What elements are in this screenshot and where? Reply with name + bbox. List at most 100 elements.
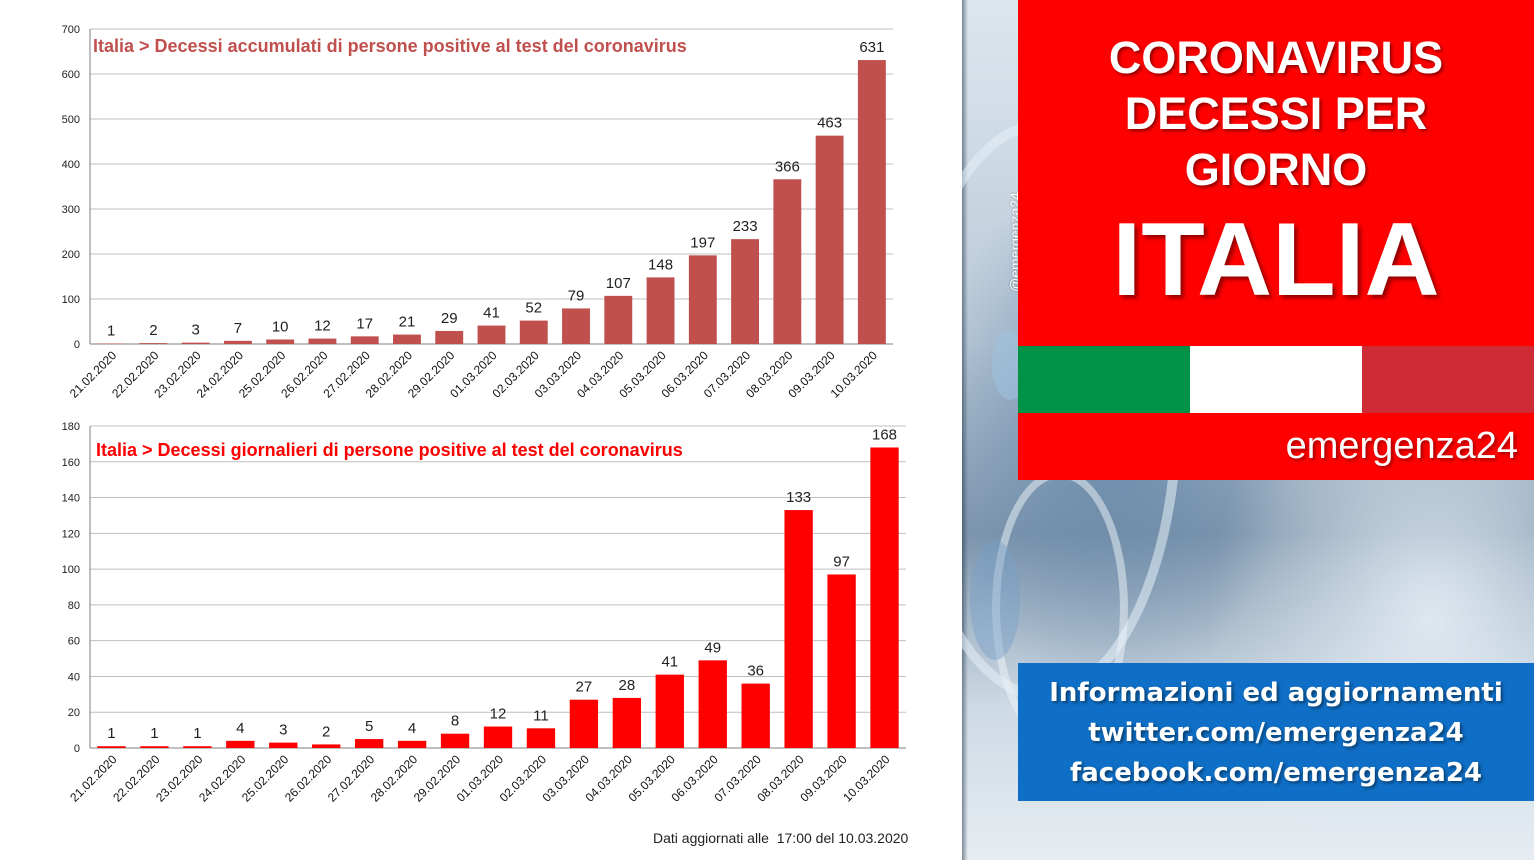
data-label: 3 bbox=[279, 722, 287, 739]
bar bbox=[223, 340, 252, 344]
bar bbox=[698, 660, 727, 748]
bar bbox=[140, 746, 169, 748]
bar bbox=[569, 699, 599, 748]
bar bbox=[266, 339, 295, 344]
data-label: 463 bbox=[817, 115, 842, 132]
bar bbox=[440, 733, 470, 748]
chart-title: Italia > Decessi accumulati di persone p… bbox=[93, 36, 687, 56]
update-footnote: Dati aggiornati alle 17:00 del 10.03.202… bbox=[653, 830, 909, 846]
flag-stripe-white bbox=[1190, 346, 1362, 413]
y-tick-label: 20 bbox=[68, 707, 80, 719]
bar bbox=[139, 343, 168, 344]
bar bbox=[312, 744, 341, 748]
bar bbox=[269, 742, 298, 748]
bar bbox=[604, 295, 633, 344]
bar bbox=[183, 746, 212, 748]
data-label: 41 bbox=[483, 305, 500, 322]
flag-stripe-green bbox=[1018, 346, 1190, 413]
data-label: 3 bbox=[191, 322, 199, 339]
data-label: 2 bbox=[322, 723, 330, 740]
bar bbox=[870, 447, 899, 748]
y-tick-label: 140 bbox=[62, 493, 80, 505]
bar bbox=[350, 336, 379, 344]
y-tick-label: 100 bbox=[62, 564, 80, 576]
data-label: 631 bbox=[859, 39, 884, 56]
italian-flag bbox=[1018, 346, 1534, 413]
data-label: 12 bbox=[490, 706, 507, 723]
data-label: 168 bbox=[872, 426, 897, 443]
bar bbox=[397, 740, 427, 748]
y-tick-label: 200 bbox=[62, 249, 80, 261]
data-label: 36 bbox=[747, 663, 764, 680]
info-line-1: Informazioni ed aggiornamenti bbox=[1049, 678, 1503, 708]
data-label: 8 bbox=[451, 713, 459, 730]
data-label: 10 bbox=[272, 319, 289, 336]
background-blob bbox=[970, 540, 1020, 660]
data-label: 17 bbox=[356, 315, 373, 332]
data-label: 197 bbox=[690, 234, 715, 251]
charts-panel: 0 100 200 300 400 500 600 700 1 21.02.2020 2 22.02.… bbox=[61, 24, 909, 846]
y-tick-label: 400 bbox=[62, 159, 80, 171]
bar bbox=[731, 239, 760, 344]
data-label: 27 bbox=[576, 679, 593, 696]
data-label: 1 bbox=[150, 725, 158, 742]
bar bbox=[815, 135, 844, 344]
data-label: 41 bbox=[661, 654, 678, 671]
bar bbox=[784, 510, 813, 748]
data-label: 1 bbox=[107, 725, 115, 742]
chart-title: Italia > Decessi giornalieri di persone … bbox=[96, 440, 683, 460]
bar bbox=[519, 320, 548, 344]
x-tick-label: 10.03.2020 bbox=[840, 752, 893, 805]
title-box: CORONAVIRUS DECESSI PER GIORNO ITALIA bbox=[1018, 0, 1534, 346]
bar bbox=[773, 179, 802, 344]
data-label: 52 bbox=[525, 300, 542, 317]
data-label: 49 bbox=[704, 639, 721, 656]
data-label: 12 bbox=[314, 318, 331, 335]
info-line-twitter[interactable]: twitter.com/emergenza24 bbox=[1088, 718, 1464, 748]
y-tick-label: 160 bbox=[62, 457, 80, 469]
country-title: ITALIA bbox=[1112, 202, 1440, 318]
data-label: 4 bbox=[236, 720, 244, 737]
brand-label: emergenza24 bbox=[1018, 413, 1534, 480]
bar bbox=[308, 338, 337, 344]
info-line-facebook[interactable]: facebook.com/emergenza24 bbox=[1069, 758, 1483, 788]
data-label: 233 bbox=[733, 218, 758, 235]
daily-deaths-chart: 020406080100120140160180121.02.2020122.0… bbox=[62, 421, 906, 805]
data-label: 1 bbox=[193, 725, 201, 742]
data-label: 79 bbox=[568, 287, 585, 304]
data-label: 133 bbox=[786, 489, 811, 506]
data-label: 29 bbox=[441, 310, 458, 327]
title-line-3: GIORNO bbox=[1184, 144, 1368, 195]
y-tick-label: 0 bbox=[74, 339, 80, 351]
data-label: 5 bbox=[365, 718, 373, 735]
y-tick-label: 80 bbox=[68, 600, 80, 612]
cumulative-deaths-chart: 0100200300400500600700121.02.2020222.02.… bbox=[62, 24, 893, 401]
bar bbox=[827, 574, 856, 748]
data-label: 11 bbox=[533, 707, 549, 724]
bar bbox=[226, 740, 255, 748]
bar bbox=[612, 697, 642, 748]
data-label: 2 bbox=[149, 322, 157, 339]
data-label: 148 bbox=[648, 256, 673, 273]
x-tick-label: 10.03.2020 bbox=[828, 348, 881, 401]
bar bbox=[435, 330, 464, 344]
y-tick-label: 300 bbox=[62, 204, 80, 216]
bar bbox=[688, 255, 717, 344]
data-label: 366 bbox=[775, 158, 800, 175]
data-label: 97 bbox=[833, 553, 850, 570]
data-label: 4 bbox=[408, 720, 416, 737]
data-label: 7 bbox=[234, 320, 242, 337]
y-tick-label: 40 bbox=[68, 671, 80, 683]
bar bbox=[562, 308, 590, 344]
bar bbox=[393, 334, 421, 344]
data-label: 28 bbox=[618, 677, 635, 694]
y-tick-label: 700 bbox=[62, 24, 80, 36]
y-tick-label: 100 bbox=[62, 294, 80, 306]
y-tick-label: 120 bbox=[62, 528, 80, 540]
title-line-2: DECESSI PER bbox=[1124, 88, 1428, 139]
info-box: Informazioni ed aggiornamenti twitter.co… bbox=[1018, 663, 1534, 801]
y-tick-label: 60 bbox=[68, 636, 80, 648]
y-tick-label: 600 bbox=[62, 69, 80, 81]
data-label: 107 bbox=[606, 275, 631, 292]
bar bbox=[181, 342, 210, 344]
